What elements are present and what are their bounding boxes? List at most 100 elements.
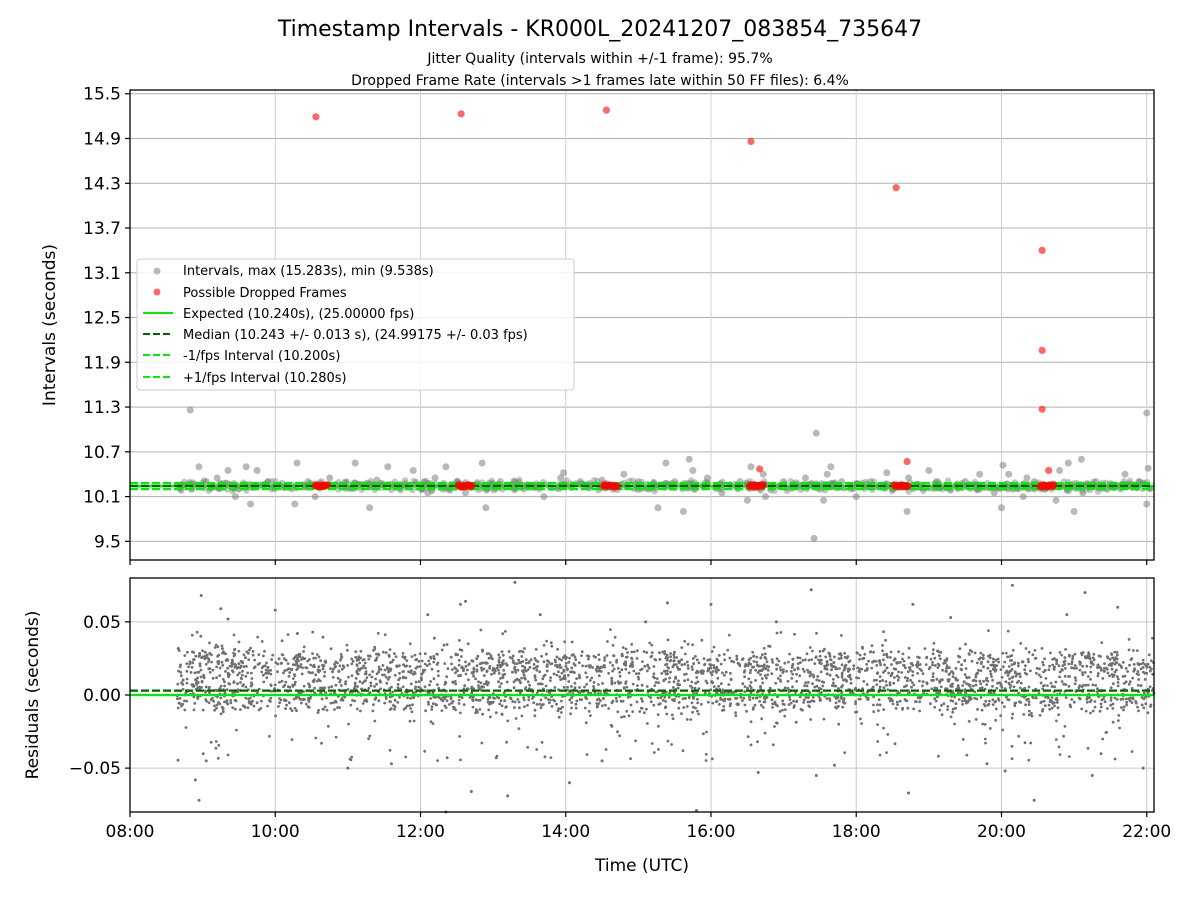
residual-point — [314, 673, 317, 677]
residual-point — [521, 650, 525, 654]
residual-point — [921, 672, 925, 676]
residual-point — [503, 672, 507, 676]
residual-point — [389, 707, 393, 710]
residual-point — [1124, 667, 1128, 670]
residual-point — [546, 659, 549, 662]
residual-point — [464, 672, 468, 676]
interval-point — [1144, 464, 1152, 472]
residual-point — [822, 717, 826, 721]
residual-point — [837, 657, 841, 660]
residual-point — [364, 670, 368, 673]
residual-point — [1123, 674, 1127, 678]
residual-point — [457, 702, 461, 705]
residual-point — [192, 708, 196, 712]
residual-point — [443, 682, 447, 686]
residual-point — [276, 670, 279, 674]
residual-point — [204, 685, 208, 689]
residual-point — [219, 712, 223, 716]
residual-point — [599, 699, 602, 703]
residual-point — [625, 655, 629, 659]
residual-point — [212, 699, 216, 703]
residual-point — [804, 681, 807, 685]
residual-point — [199, 594, 203, 598]
residual-point — [555, 702, 558, 706]
residual-point — [194, 654, 198, 658]
residual-point — [295, 695, 298, 699]
residual-point — [977, 669, 980, 672]
residual-point — [1080, 707, 1084, 711]
residual-point — [523, 676, 526, 680]
residual-point — [592, 687, 596, 691]
residual-point — [742, 670, 746, 674]
residual-point — [960, 668, 964, 672]
residual-point — [198, 664, 202, 668]
residual-point — [876, 723, 879, 726]
residual-point — [632, 650, 636, 654]
residual-point — [690, 686, 694, 689]
residual-point — [626, 651, 629, 654]
residual-point — [183, 708, 187, 712]
residual-point — [384, 697, 388, 700]
dropped-frame-point — [1038, 346, 1046, 354]
residual-point — [431, 702, 435, 705]
residual-point — [988, 656, 992, 660]
residual-point — [225, 699, 229, 702]
residual-point — [770, 698, 774, 702]
residual-point — [558, 663, 562, 667]
dropped-frame-point — [904, 482, 912, 490]
residual-point — [789, 701, 793, 705]
residual-point — [188, 660, 192, 664]
residual-point — [1072, 666, 1076, 670]
residual-point — [194, 678, 197, 682]
residual-point — [187, 665, 191, 669]
residual-point — [176, 758, 180, 762]
residual-point — [460, 665, 464, 669]
interval-point — [560, 469, 568, 477]
residual-point — [1087, 653, 1091, 657]
residual-point — [1054, 697, 1058, 701]
dropped-frame-point — [312, 113, 320, 121]
residual-point — [903, 676, 907, 679]
residual-point — [1099, 752, 1103, 756]
residual-point — [1148, 665, 1152, 669]
residual-point — [225, 688, 229, 692]
residual-point — [410, 655, 414, 658]
residual-point — [294, 659, 298, 663]
residual-point — [368, 673, 371, 677]
residual-point — [707, 700, 710, 704]
residual-point — [680, 658, 684, 661]
intervals-ytick-label: 14.9 — [83, 129, 121, 149]
residual-point — [849, 681, 853, 685]
residual-point — [226, 617, 230, 621]
residual-point — [211, 668, 215, 672]
residual-point — [890, 663, 893, 666]
residual-point — [793, 632, 796, 636]
residual-point — [282, 685, 285, 689]
residual-point — [781, 702, 785, 706]
residual-point — [756, 740, 759, 744]
residual-point — [872, 679, 876, 682]
residual-point — [246, 671, 250, 675]
residual-point — [1141, 766, 1145, 770]
residual-point — [236, 682, 239, 686]
residual-point — [775, 721, 779, 725]
residual-point — [1043, 657, 1046, 661]
residual-point — [413, 653, 417, 657]
residual-point — [498, 702, 502, 706]
residual-point — [624, 667, 628, 671]
residual-point — [906, 670, 910, 674]
interval-point — [654, 504, 662, 512]
residual-point — [834, 697, 838, 700]
residual-point — [280, 661, 283, 665]
residual-point — [515, 662, 519, 665]
residual-point — [1073, 652, 1077, 656]
residual-point — [218, 666, 222, 670]
residual-point — [751, 650, 755, 654]
residual-point — [449, 655, 453, 659]
residual-point — [517, 727, 521, 730]
residual-point — [893, 676, 896, 679]
residual-point — [376, 652, 380, 656]
residual-point — [249, 671, 253, 675]
residual-point — [409, 707, 412, 710]
residual-point — [220, 705, 224, 709]
